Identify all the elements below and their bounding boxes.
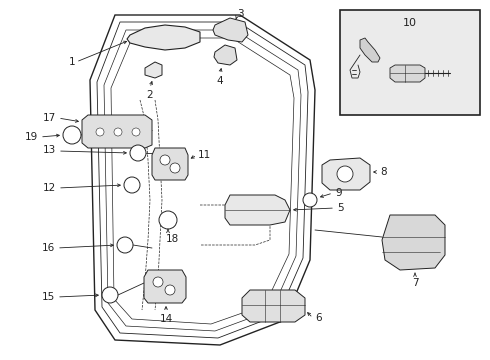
Circle shape — [130, 145, 146, 161]
Polygon shape — [214, 45, 237, 65]
Circle shape — [160, 155, 170, 165]
Polygon shape — [127, 25, 200, 50]
Circle shape — [96, 128, 104, 136]
Polygon shape — [390, 65, 425, 82]
Text: 13: 13 — [43, 145, 56, 155]
Text: 16: 16 — [42, 243, 55, 253]
Polygon shape — [322, 158, 370, 190]
Circle shape — [117, 237, 133, 253]
Polygon shape — [360, 38, 380, 62]
Text: 15: 15 — [42, 292, 55, 302]
Circle shape — [303, 193, 317, 207]
Circle shape — [132, 128, 140, 136]
Circle shape — [337, 166, 353, 182]
Polygon shape — [152, 148, 188, 180]
Polygon shape — [145, 62, 162, 78]
Circle shape — [165, 285, 175, 295]
Text: 8: 8 — [380, 167, 387, 177]
Text: 10: 10 — [403, 18, 417, 28]
Polygon shape — [225, 195, 290, 225]
Text: 12: 12 — [43, 183, 56, 193]
Circle shape — [153, 277, 163, 287]
Circle shape — [170, 163, 180, 173]
Text: 3: 3 — [237, 9, 244, 19]
Text: 11: 11 — [198, 150, 211, 160]
Polygon shape — [144, 270, 186, 303]
Polygon shape — [213, 18, 248, 42]
Circle shape — [124, 177, 140, 193]
Text: 18: 18 — [166, 234, 179, 244]
Text: 4: 4 — [217, 76, 223, 86]
Text: 19: 19 — [25, 132, 38, 142]
Circle shape — [102, 287, 118, 303]
Text: 5: 5 — [337, 203, 343, 213]
Text: 9: 9 — [335, 188, 342, 198]
Bar — [340, 10, 480, 115]
Circle shape — [159, 211, 177, 229]
Text: 14: 14 — [159, 314, 172, 324]
Text: 6: 6 — [315, 313, 321, 323]
Polygon shape — [382, 215, 445, 270]
Text: 2: 2 — [147, 90, 153, 100]
Circle shape — [114, 128, 122, 136]
Circle shape — [63, 126, 81, 144]
Text: 1: 1 — [69, 57, 75, 67]
Text: 7: 7 — [412, 278, 418, 288]
Polygon shape — [82, 115, 152, 148]
Polygon shape — [242, 290, 305, 322]
Text: 17: 17 — [43, 113, 56, 123]
